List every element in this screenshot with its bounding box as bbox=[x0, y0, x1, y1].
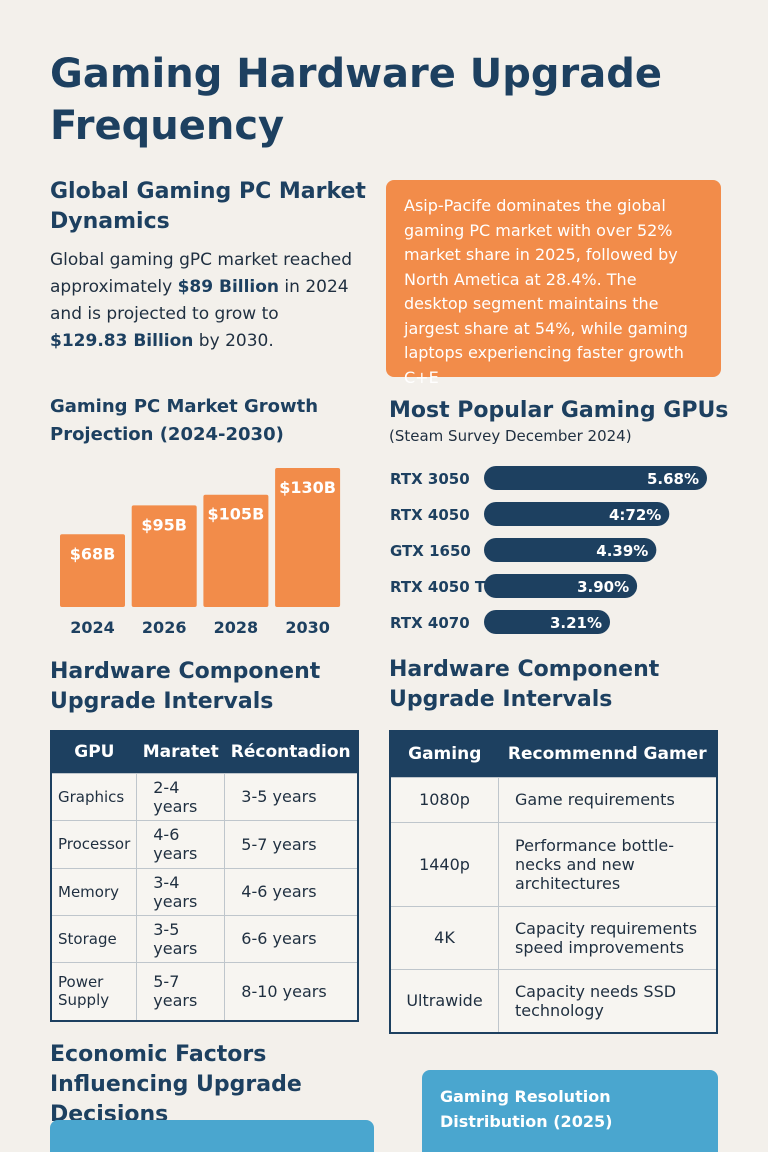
table-row: 1440p Performance bottle-necks and new ar… bbox=[389, 821, 718, 907]
resolution-table: Gaming Recommennd Gamer 1080p Game requirem… bbox=[389, 730, 718, 1034]
value-label: $130B bbox=[279, 478, 336, 497]
table-cell: 3-5 years bbox=[224, 772, 359, 821]
x-tick-label: 2026 bbox=[142, 618, 187, 637]
bar bbox=[484, 502, 670, 526]
table-cell: 5-7 years bbox=[224, 819, 359, 869]
table-cell: Storage bbox=[50, 914, 138, 963]
column-header: Gaming bbox=[390, 731, 499, 777]
table-cell: Ultrawide bbox=[389, 968, 499, 1034]
y-tick-label: RTX 4050 Ti bbox=[390, 578, 490, 596]
y-tick-label: RTX 4070 bbox=[390, 614, 470, 632]
text: by 2030. bbox=[193, 331, 274, 351]
box-title: Gaming Resolution Distribution (2025) bbox=[440, 1087, 613, 1131]
x-tick-label: 2024 bbox=[70, 618, 115, 637]
y-tick-label: RTX 3050 bbox=[390, 470, 470, 488]
table-cell: Graphics bbox=[50, 772, 138, 821]
table-cell: 3-4 years bbox=[136, 867, 226, 916]
column-header: Récontadion bbox=[224, 731, 358, 773]
y-tick-label: RTX 4050 bbox=[390, 506, 470, 524]
table-cell: 4K bbox=[389, 905, 499, 970]
table-row: Graphics 2-4 years 3-5 years bbox=[50, 772, 359, 821]
value-label: $68B bbox=[70, 544, 116, 563]
page-title: Gaming Hardware Upgrade Frequency bbox=[50, 51, 663, 149]
value-label: 5.68% bbox=[647, 470, 699, 488]
chart-subtitle: (Steam Survey December 2024) bbox=[389, 427, 632, 445]
text: Global gaming gPC market reached approxi… bbox=[50, 250, 353, 297]
table-row: Memory 3-4 years 4-6 years bbox=[50, 867, 359, 916]
value-label: $105B bbox=[208, 505, 265, 524]
table-cell: 4-6 years bbox=[224, 867, 359, 916]
table-cell: 1440p bbox=[389, 821, 499, 907]
section-heading: Global Gaming PC Market Dynamics bbox=[50, 179, 366, 234]
y-tick-label: GTX 1650 bbox=[390, 542, 471, 560]
chart-title: Most Popular Gaming GPUs bbox=[389, 398, 729, 423]
callout: Asip-Pacife dominates the giobal gaming … bbox=[386, 180, 721, 387]
table-cell: Power Supply bbox=[50, 961, 138, 1022]
section-heading: Hardware Component Upgrade Intervals bbox=[50, 659, 321, 714]
section-heading: Hardware Component Upgrade Intervals bbox=[389, 657, 660, 712]
paragraph: Global gaming gPC market reached approxi… bbox=[50, 247, 360, 355]
bar bbox=[203, 494, 269, 607]
table-cell: 2-4 years bbox=[136, 772, 226, 821]
table-cell: Capacity needs SSD technology bbox=[498, 968, 718, 1034]
table-row: 4K Capacity requirements speed improvemen… bbox=[389, 905, 718, 970]
table-row: Gaming Recommennd Gamer bbox=[390, 731, 717, 777]
table-cell: Memory bbox=[50, 867, 138, 916]
bar bbox=[484, 574, 638, 598]
info-box bbox=[50, 1120, 374, 1152]
table-row: 1080p Game requirements bbox=[389, 776, 718, 823]
text: in 2024 and is projected to grow to bbox=[50, 277, 349, 324]
bar bbox=[484, 610, 611, 634]
value-label: 3.90% bbox=[577, 578, 629, 596]
component-table: GPU Maratet Récontadion Graphics 2-4 years 3-… bbox=[50, 730, 359, 1022]
table-cell: 8-10 years bbox=[224, 961, 359, 1022]
text: $129.83 Billion bbox=[50, 331, 194, 351]
table-row: Power Supply 5-7 years 8-10 years bbox=[50, 961, 359, 1022]
table-cell: 3-5 years bbox=[136, 914, 226, 963]
text: $89 Billion bbox=[177, 277, 280, 297]
bar-chart: $68B 2024 $95B 2026 $105B 2028 $130B 2030 bbox=[60, 468, 341, 637]
table-cell: Performance bottle-necks and new archite… bbox=[498, 821, 718, 907]
value-label: 3.21% bbox=[550, 614, 602, 632]
column-header: GPU bbox=[51, 731, 137, 773]
bar bbox=[484, 538, 657, 562]
table-cell: 6-6 years bbox=[224, 914, 359, 963]
table-row: Storage 3-5 years 6-6 years bbox=[50, 914, 359, 963]
table-row: Processor 4-6 years 5-7 years bbox=[50, 819, 359, 869]
column-header: Recommennd Gamer bbox=[498, 731, 717, 777]
value-label: 4:72% bbox=[609, 506, 661, 524]
bar bbox=[484, 466, 707, 490]
info-box: Gaming Resolution Distribution (2025) bbox=[422, 1070, 718, 1152]
table-cell: 1080p bbox=[389, 776, 499, 823]
table-cell: Game requirements bbox=[498, 776, 718, 823]
section-heading: Economic Factors Influencing Upgrade Dec… bbox=[50, 1042, 302, 1127]
value-label: $95B bbox=[141, 515, 187, 534]
hbar-chart: RTX 3050 5.68% RTX 4050 4:72% GTX 1650 4.39% R… bbox=[390, 466, 707, 634]
table-cell: 5-7 years bbox=[136, 961, 226, 1022]
table-cell: Processor bbox=[50, 819, 138, 869]
x-tick-label: 2028 bbox=[214, 618, 259, 637]
chart-title: Gaming PC Market Growth Projection (2024… bbox=[50, 396, 319, 445]
table-cell: Capacity requirements speed improvements bbox=[498, 905, 718, 970]
bar bbox=[131, 505, 197, 607]
table-cell: 4-6 years bbox=[136, 819, 226, 869]
table-row: Ultrawide Capacity needs SSD technology bbox=[389, 968, 718, 1034]
bar bbox=[275, 468, 341, 607]
column-header: Maratet bbox=[136, 731, 225, 773]
x-tick-label: 2030 bbox=[285, 618, 330, 637]
bar bbox=[60, 534, 125, 607]
value-label: 4.39% bbox=[596, 542, 648, 560]
table-row: GPU Maratet Récontadion bbox=[51, 731, 358, 773]
